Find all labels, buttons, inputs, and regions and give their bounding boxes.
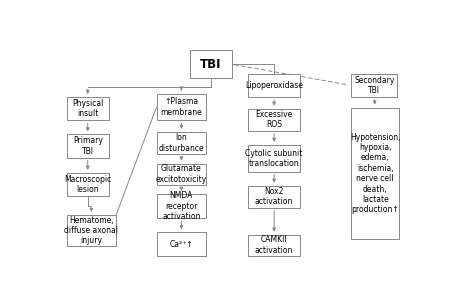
Text: Lipoperoxidase: Lipoperoxidase: [245, 81, 303, 90]
Text: Ion
disturbance: Ion disturbance: [159, 133, 204, 153]
Text: Macroscopic
lesion: Macroscopic lesion: [64, 175, 111, 194]
FancyBboxPatch shape: [66, 97, 109, 120]
Text: Glutamate
excitotoxicity: Glutamate excitotoxicity: [156, 164, 207, 184]
FancyBboxPatch shape: [156, 232, 206, 256]
FancyBboxPatch shape: [248, 186, 300, 208]
FancyBboxPatch shape: [66, 215, 116, 246]
FancyBboxPatch shape: [248, 235, 300, 256]
Text: Excessive
ROS: Excessive ROS: [255, 110, 293, 129]
Text: TBI: TBI: [200, 58, 221, 71]
Text: NMDA
receptor
activation: NMDA receptor activation: [162, 191, 201, 221]
FancyBboxPatch shape: [156, 164, 206, 185]
FancyBboxPatch shape: [66, 134, 109, 158]
Text: Secondary
TBI: Secondary TBI: [354, 76, 394, 95]
Text: Nox2
activation: Nox2 activation: [255, 187, 293, 206]
FancyBboxPatch shape: [248, 109, 300, 131]
FancyBboxPatch shape: [190, 50, 232, 78]
Text: Physical
insult: Physical insult: [72, 99, 103, 118]
Text: ↑Plasma
membrane: ↑Plasma membrane: [161, 97, 202, 117]
FancyBboxPatch shape: [66, 173, 109, 196]
FancyBboxPatch shape: [248, 74, 300, 97]
Text: Cytolic subunit
translocation: Cytolic subunit translocation: [246, 148, 303, 168]
FancyBboxPatch shape: [351, 74, 397, 97]
FancyBboxPatch shape: [248, 145, 300, 172]
Text: CAMKII
activation: CAMKII activation: [255, 235, 293, 255]
Text: Hypotension,
hypoxia,
edema,
ischemia,
nerve cell
death,
lactate
production↑: Hypotension, hypoxia, edema, ischemia, n…: [350, 132, 401, 214]
Text: Ca²⁺↑: Ca²⁺↑: [170, 239, 193, 248]
FancyBboxPatch shape: [156, 132, 206, 154]
FancyBboxPatch shape: [351, 108, 399, 239]
FancyBboxPatch shape: [156, 194, 206, 218]
Text: Hematome,
diffuse axonal
injury: Hematome, diffuse axonal injury: [64, 216, 118, 245]
Text: Primary
TBI: Primary TBI: [73, 136, 103, 156]
FancyBboxPatch shape: [156, 94, 206, 120]
